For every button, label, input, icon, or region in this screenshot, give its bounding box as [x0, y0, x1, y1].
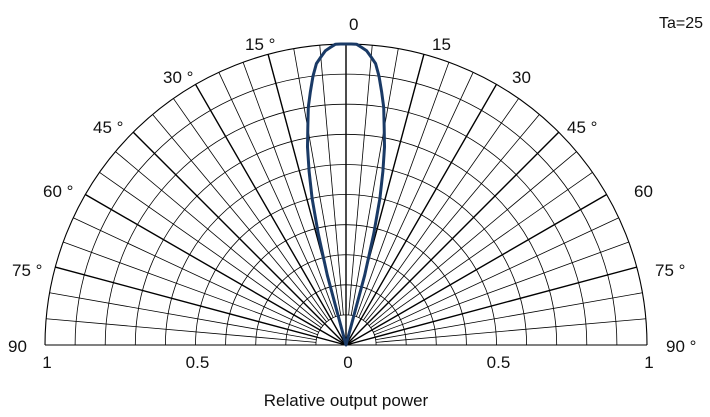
grid-ray: [348, 45, 373, 316]
grid-ray: [368, 151, 577, 326]
grid-ray: [375, 318, 646, 343]
angle-tick-label: 15: [432, 35, 451, 54]
x-axis-title: Relative output power: [264, 391, 429, 410]
radial-tick-label: 0.5: [487, 353, 511, 372]
grid-ray: [218, 72, 334, 318]
grid-ray: [293, 48, 342, 316]
grid-ray: [173, 98, 330, 321]
angle-tick-label: 0: [349, 15, 358, 34]
grid-ray: [350, 48, 399, 316]
ambient-temperature-label: Ta=25: [659, 15, 703, 32]
angle-tick-label: 90: [8, 337, 27, 356]
grid-ray: [152, 114, 327, 323]
grid-ray: [365, 114, 540, 323]
grid-ray: [63, 241, 318, 336]
grid-ray: [132, 131, 347, 346]
angle-tick-label: 60: [634, 182, 653, 201]
grid-ray: [99, 172, 322, 329]
grid-ray: [55, 266, 347, 346]
radial-tick-label: 0.5: [186, 353, 210, 372]
grid-ray: [358, 72, 474, 318]
grid-ray: [345, 193, 608, 346]
angle-tick-label: 45 °: [567, 118, 597, 137]
angle-tick-label: 60 °: [43, 182, 73, 201]
angle-tick-label: 30: [512, 68, 531, 87]
grid-ray: [242, 62, 337, 317]
grid-ray: [73, 217, 319, 333]
angle-tick-label: 75 °: [12, 261, 42, 280]
grid-ray: [370, 172, 593, 329]
grid-ray: [362, 98, 519, 321]
grid-ray: [84, 193, 347, 346]
polar-grid: [44, 43, 648, 346]
grid-ray: [345, 266, 637, 346]
angle-tick-label: 30 °: [163, 68, 193, 87]
grid-ray: [46, 318, 317, 343]
grid-ray: [345, 83, 498, 346]
grid-ray: [319, 45, 344, 316]
grid-ray: [374, 241, 629, 336]
angle-tick-label: 15 °: [245, 35, 275, 54]
radiation-pattern-line: [306, 42, 386, 347]
grid-ray: [345, 131, 560, 346]
series-layer: [306, 42, 386, 347]
radial-tick-label: 1: [42, 353, 51, 372]
angle-tick-label: 45 °: [93, 118, 123, 137]
labels: 0 15 ° 30 ° 45 ° 60 ° 75 ° 90 15 30 45 ° 60 75 ° 90 …: [8, 15, 696, 372]
angle-tick-label: 75 °: [655, 261, 685, 280]
grid-ray: [375, 292, 643, 341]
radial-tick-label: 1: [644, 353, 653, 372]
angle-tick-label: 90 °: [666, 337, 696, 356]
grid-ray: [373, 217, 619, 333]
radial-tick-label: 0: [343, 353, 352, 372]
grid-ray: [115, 151, 324, 326]
grid-ray: [355, 62, 450, 317]
grid-ray: [49, 292, 317, 341]
grid-ray: [194, 83, 347, 346]
